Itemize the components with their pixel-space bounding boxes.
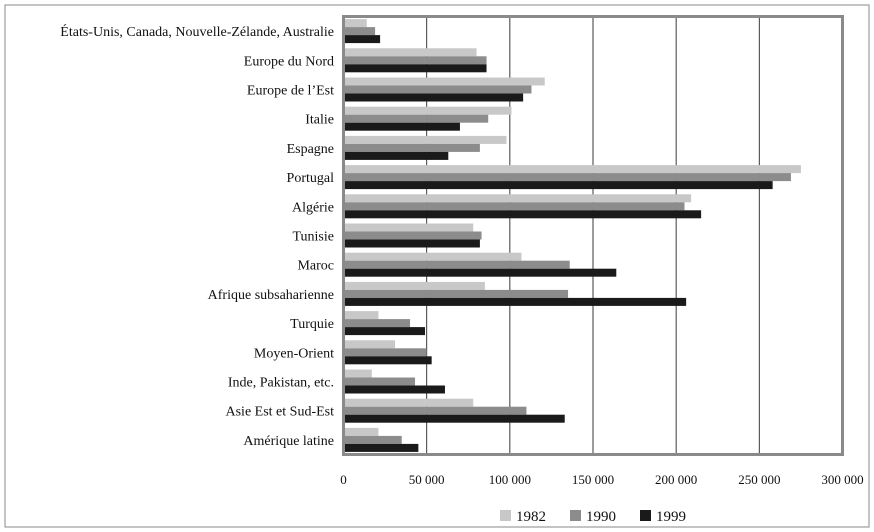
legend-label-1982: 1982 — [516, 509, 546, 525]
bar-1999-5 — [343, 181, 773, 190]
bar-1990-1 — [343, 56, 487, 65]
plot-area-border — [342, 15, 844, 456]
bars — [343, 19, 801, 452]
bar-1990-2 — [343, 85, 532, 94]
bar-1982-2 — [343, 77, 545, 86]
bar-1990-3 — [343, 114, 489, 123]
x-tick-label-0: 0 — [340, 472, 347, 487]
bar-1999-14 — [343, 443, 419, 452]
bar-1982-0 — [343, 19, 367, 28]
bar-1999-8 — [343, 268, 617, 277]
bar-1990-14 — [343, 435, 402, 444]
bar-1982-14 — [343, 427, 379, 436]
bar-1990-5 — [343, 173, 791, 182]
category-label-2: Europe de l’Est — [247, 84, 334, 99]
category-label-6: Algérie — [292, 200, 334, 215]
category-label-7: Tunisie — [292, 230, 334, 245]
x-tick-label-1: 50 000 — [409, 472, 445, 487]
bar-1982-10 — [343, 311, 379, 320]
bar-1999-13 — [343, 414, 565, 423]
legend-label-1990: 1990 — [586, 509, 616, 525]
bar-1999-12 — [343, 385, 445, 394]
category-label-1: Europe du Nord — [244, 54, 334, 69]
category-label-3: Italie — [305, 113, 334, 128]
bar-1982-6 — [343, 194, 692, 203]
bar-1999-0 — [343, 35, 381, 44]
bar-1999-4 — [343, 151, 449, 160]
category-label-5: Portugal — [287, 171, 335, 186]
bar-1999-10 — [343, 327, 426, 336]
bar-1999-1 — [343, 64, 487, 73]
bar-1990-0 — [343, 27, 376, 36]
bar-1990-9 — [343, 289, 569, 298]
bar-1990-10 — [343, 319, 411, 328]
bar-1990-6 — [343, 202, 685, 211]
x-tick-label-2: 100 000 — [489, 472, 531, 487]
bar-1982-3 — [343, 106, 512, 115]
bar-1990-11 — [343, 348, 427, 357]
bar-1999-11 — [343, 356, 432, 365]
bar-1982-9 — [343, 281, 485, 290]
category-label-10: Turquie — [290, 317, 334, 332]
legend-label-1999: 1999 — [656, 509, 686, 525]
x-tick-label-5: 250 000 — [738, 472, 780, 487]
category-label-12: Inde, Pakistan, etc. — [228, 376, 334, 391]
category-label-14: Amérique latine — [243, 434, 334, 449]
category-label-8: Maroc — [297, 259, 334, 274]
category-label-9: Afrique subsaharienne — [208, 288, 334, 303]
x-tick-label-4: 200 000 — [655, 472, 697, 487]
bar-1990-8 — [343, 260, 570, 269]
category-label-11: Moyen-Orient — [254, 346, 334, 361]
bar-1999-7 — [343, 239, 480, 248]
x-tick-label-3: 150 000 — [572, 472, 614, 487]
bar-1990-13 — [343, 406, 527, 415]
legend-swatch-1982 — [500, 510, 511, 521]
bar-1982-5 — [343, 165, 801, 174]
bar-1999-2 — [343, 93, 524, 102]
bar-1999-6 — [343, 210, 702, 219]
legend-swatch-1999 — [640, 510, 651, 521]
category-label-4: Espagne — [287, 142, 334, 157]
bar-1982-12 — [343, 369, 372, 378]
bar-1990-12 — [343, 377, 416, 386]
bar-1982-4 — [343, 135, 507, 144]
bar-1982-1 — [343, 48, 477, 57]
bar-1990-4 — [343, 143, 480, 152]
bar-1999-3 — [343, 122, 460, 131]
x-tick-label-6: 300 000 — [821, 472, 863, 487]
legend: 1982 1990 1999 — [500, 509, 686, 525]
category-labels: États-Unis, Canada, Nouvelle-Zélande, Au… — [60, 23, 334, 449]
bar-1982-7 — [343, 223, 474, 232]
category-label-0: États-Unis, Canada, Nouvelle-Zélande, Au… — [60, 23, 334, 40]
category-label-13: Asie Est et Sud-Est — [226, 405, 335, 420]
bar-1999-9 — [343, 297, 687, 306]
bar-1982-8 — [343, 252, 522, 261]
x-axis-ticks: 0 50 000 100 000 150 000 200 000 250 000 300 0… — [340, 472, 863, 487]
bar-1982-13 — [343, 398, 474, 407]
bar-1982-11 — [343, 340, 396, 349]
bar-1990-7 — [343, 231, 482, 240]
legend-swatch-1990 — [570, 510, 581, 521]
